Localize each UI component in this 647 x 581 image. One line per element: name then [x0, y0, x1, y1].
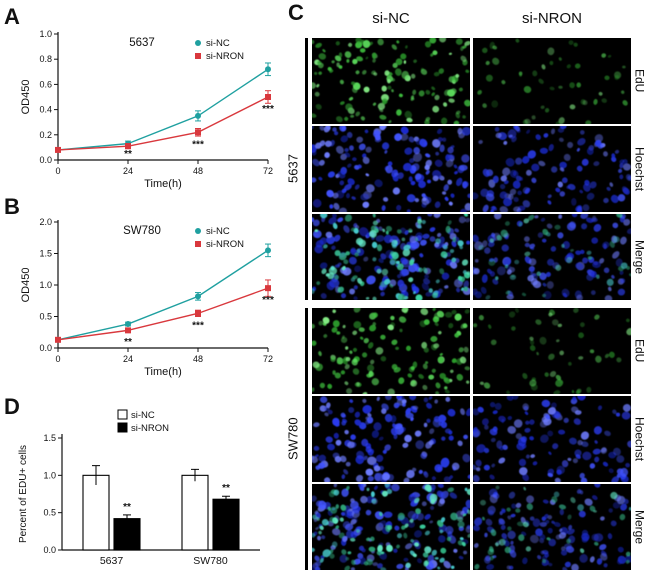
svg-text:2.0: 2.0 [39, 217, 52, 227]
micrograph-5637-hoechst-si-nron [473, 126, 631, 212]
panel-a-label: A [4, 4, 20, 29]
micrograph-5637-merge-si-nron [473, 214, 631, 300]
svg-text:5637: 5637 [100, 555, 124, 567]
svg-text:0: 0 [55, 166, 60, 176]
group-label-5637: 5637 [285, 154, 301, 184]
row-label-sw780-edu: EdU [632, 339, 647, 363]
panel-c-label: C [288, 0, 304, 25]
svg-text:OD450: OD450 [20, 80, 32, 115]
micrograph-sw780-hoechst-si-nc [312, 396, 470, 482]
row-label-5637-edu: EdU [632, 69, 647, 93]
svg-text:0.5: 0.5 [43, 508, 56, 518]
micrograph-sw780-edu-si-nc [312, 308, 470, 394]
svg-text:si-NRON: si-NRON [206, 51, 244, 62]
svg-text:0.0: 0.0 [39, 343, 52, 353]
panel-d-bar-chart: 0.0 0.5 1.0 1.5 Percent of EDU+ cells 5637 SW7… [14, 404, 272, 576]
svg-text:1.5: 1.5 [39, 249, 52, 259]
svg-text:Time(h): Time(h) [144, 178, 181, 190]
panel-b-label: B [4, 194, 20, 219]
micrograph-sw780-merge-si-nron [473, 484, 631, 570]
micrograph-5637-merge-si-nc [312, 214, 470, 300]
svg-text:1.0: 1.0 [39, 280, 52, 290]
svg-text:5637: 5637 [129, 37, 155, 49]
svg-text:**: ** [124, 149, 132, 160]
svg-text:**: ** [123, 502, 131, 513]
svg-text:1.5: 1.5 [43, 433, 56, 443]
svg-text:0.0: 0.0 [39, 155, 52, 165]
svg-text:1.0: 1.0 [39, 29, 52, 39]
svg-text:OD450: OD450 [20, 268, 32, 303]
svg-text:0.4: 0.4 [39, 105, 52, 115]
svg-text:si-NC: si-NC [206, 226, 230, 237]
group-sw780-bar [305, 308, 308, 570]
group-label-sw780: SW780 [285, 417, 301, 461]
svg-text:0.0: 0.0 [43, 545, 56, 555]
svg-text:72: 72 [263, 354, 273, 364]
micrograph-5637-edu-si-nc [312, 38, 470, 124]
svg-text:0: 0 [55, 354, 60, 364]
svg-text:48: 48 [193, 354, 203, 364]
svg-text:***: *** [192, 139, 204, 150]
micrograph-sw780-merge-si-nc [312, 484, 470, 570]
svg-text:72: 72 [263, 166, 273, 176]
svg-text:si-NC: si-NC [131, 410, 155, 421]
svg-text:**: ** [222, 483, 230, 494]
micrograph-sw780-edu-si-nron [473, 308, 631, 394]
svg-text:***: *** [192, 320, 204, 331]
svg-text:Percent of EDU+ cells: Percent of EDU+ cells [18, 445, 29, 543]
micrograph-sw780-hoechst-si-nron [473, 396, 631, 482]
panel-b-line-chart: 0.0 0.5 1.0 1.5 2.0 0 24 48 72 Time(h) OD450 SW780 s… [16, 204, 278, 380]
svg-text:***: *** [262, 295, 274, 306]
svg-text:48: 48 [193, 166, 203, 176]
svg-text:0.8: 0.8 [39, 54, 52, 64]
panel-a-line-chart: 0.0 0.2 0.4 0.6 0.8 1.0 0 24 48 72 Time(h) OD450 563… [16, 16, 278, 192]
row-label-5637-merge: Merge [632, 239, 647, 274]
svg-text:***: *** [262, 104, 274, 115]
svg-text:24: 24 [123, 166, 133, 176]
micrograph-5637-edu-si-nron [473, 38, 631, 124]
svg-text:0.5: 0.5 [39, 312, 52, 322]
row-label-sw780-hoechst: Hoechst [632, 416, 647, 462]
svg-text:si-NRON: si-NRON [206, 239, 244, 250]
svg-text:24: 24 [123, 354, 133, 364]
micrograph-5637-hoechst-si-nc [312, 126, 470, 212]
svg-text:**: ** [124, 337, 132, 348]
panel-d-label: D [4, 394, 20, 419]
panel-c-col-header-si-nron: si-NRON [522, 10, 582, 27]
row-label-5637-hoechst: Hoechst [632, 146, 647, 192]
group-5637-bar [305, 38, 308, 300]
svg-text:si-NRON: si-NRON [131, 423, 169, 434]
svg-text:Time(h): Time(h) [144, 366, 181, 378]
svg-text:SW780: SW780 [193, 555, 228, 567]
svg-text:0.6: 0.6 [39, 79, 52, 89]
svg-text:SW780: SW780 [123, 225, 161, 237]
row-label-sw780-merge: Merge [632, 509, 647, 544]
svg-text:si-NC: si-NC [206, 38, 230, 49]
svg-text:0.2: 0.2 [39, 130, 52, 140]
svg-text:1.0: 1.0 [43, 470, 56, 480]
panel-c-col-header-si-nc: si-NC [372, 10, 410, 27]
